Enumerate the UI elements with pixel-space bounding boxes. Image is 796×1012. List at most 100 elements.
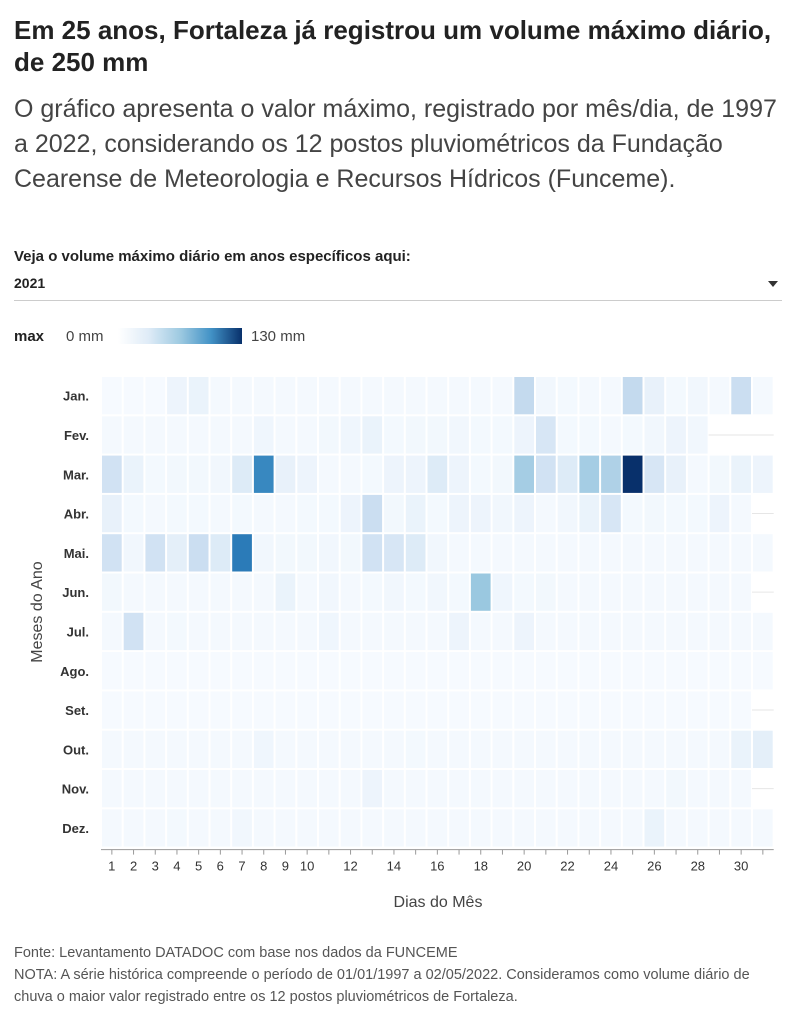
heatmap-cell[interactable] — [188, 455, 209, 493]
heatmap-cell[interactable] — [102, 494, 122, 533]
heatmap-cell[interactable] — [427, 377, 448, 415]
heatmap-cell[interactable] — [297, 534, 317, 572]
heatmap-cell[interactable] — [579, 377, 600, 415]
heatmap-cell[interactable] — [297, 573, 317, 611]
heatmap-cell[interactable] — [102, 573, 122, 611]
heatmap-cell[interactable] — [275, 691, 296, 729]
heatmap-cell[interactable] — [753, 730, 773, 768]
heatmap-cell[interactable] — [405, 455, 426, 493]
heatmap-cell[interactable] — [145, 809, 166, 847]
heatmap-cell[interactable] — [514, 691, 534, 729]
heatmap-cell[interactable] — [492, 416, 513, 454]
heatmap-cell[interactable] — [253, 691, 274, 729]
heatmap-cell[interactable] — [557, 652, 578, 690]
heatmap-cell[interactable] — [319, 416, 339, 454]
heatmap-cell[interactable] — [405, 730, 426, 768]
heatmap-cell[interactable] — [622, 809, 643, 847]
heatmap-cell[interactable] — [514, 612, 534, 651]
heatmap-cell[interactable] — [514, 770, 534, 808]
heatmap-cell[interactable] — [405, 534, 426, 572]
heatmap-cell[interactable] — [405, 573, 426, 611]
heatmap-cell[interactable] — [557, 573, 578, 611]
heatmap-cell[interactable] — [340, 573, 361, 611]
heatmap-cell[interactable] — [362, 534, 383, 572]
heatmap-cell[interactable] — [167, 612, 187, 651]
heatmap-cell[interactable] — [731, 691, 751, 729]
heatmap-cell[interactable] — [753, 377, 773, 415]
heatmap-cell[interactable] — [514, 455, 534, 493]
heatmap-cell[interactable] — [622, 534, 643, 572]
heatmap-cell[interactable] — [666, 573, 686, 611]
heatmap-cell[interactable] — [275, 770, 296, 808]
heatmap-cell[interactable] — [123, 455, 144, 493]
heatmap-cell[interactable] — [384, 612, 404, 651]
heatmap-cell[interactable] — [232, 455, 252, 493]
heatmap-cell[interactable] — [297, 494, 317, 533]
heatmap-cell[interactable] — [362, 809, 383, 847]
heatmap-cell[interactable] — [470, 455, 491, 493]
heatmap-cell[interactable] — [557, 534, 578, 572]
heatmap-cell[interactable] — [514, 730, 534, 768]
heatmap-cell[interactable] — [384, 730, 404, 768]
heatmap-cell[interactable] — [492, 612, 513, 651]
heatmap-cell[interactable] — [601, 573, 621, 611]
heatmap-cell[interactable] — [210, 691, 231, 729]
heatmap-cell[interactable] — [253, 652, 274, 690]
heatmap-cell[interactable] — [210, 612, 231, 651]
heatmap-cell[interactable] — [514, 416, 534, 454]
heatmap-cell[interactable] — [427, 770, 448, 808]
heatmap-cell[interactable] — [167, 455, 187, 493]
heatmap-cell[interactable] — [644, 455, 665, 493]
heatmap-cell[interactable] — [145, 652, 166, 690]
heatmap-cell[interactable] — [102, 377, 122, 415]
heatmap-cell[interactable] — [644, 573, 665, 611]
heatmap-cell[interactable] — [709, 455, 730, 493]
heatmap-cell[interactable] — [123, 809, 144, 847]
heatmap-cell[interactable] — [210, 534, 231, 572]
heatmap-cell[interactable] — [687, 573, 708, 611]
heatmap-cell[interactable] — [709, 377, 730, 415]
heatmap-cell[interactable] — [644, 770, 665, 808]
heatmap-cell[interactable] — [253, 809, 274, 847]
heatmap-cell[interactable] — [145, 730, 166, 768]
heatmap-cell[interactable] — [232, 377, 252, 415]
heatmap-cell[interactable] — [449, 730, 469, 768]
heatmap-cell[interactable] — [297, 416, 317, 454]
heatmap-cell[interactable] — [362, 730, 383, 768]
heatmap-cell[interactable] — [536, 494, 556, 533]
heatmap-cell[interactable] — [319, 691, 339, 729]
heatmap-cell[interactable] — [687, 809, 708, 847]
heatmap-cell[interactable] — [102, 534, 122, 572]
heatmap-cell[interactable] — [622, 573, 643, 611]
heatmap-cell[interactable] — [579, 573, 600, 611]
heatmap-cell[interactable] — [188, 494, 209, 533]
heatmap-cell[interactable] — [731, 612, 751, 651]
heatmap-cell[interactable] — [232, 534, 252, 572]
heatmap-cell[interactable] — [601, 809, 621, 847]
heatmap-cell[interactable] — [123, 770, 144, 808]
heatmap-cell[interactable] — [449, 534, 469, 572]
heatmap-cell[interactable] — [102, 455, 122, 493]
heatmap-cell[interactable] — [470, 730, 491, 768]
heatmap-cell[interactable] — [362, 377, 383, 415]
heatmap-cell[interactable] — [275, 612, 296, 651]
heatmap-cell[interactable] — [470, 573, 491, 611]
heatmap-cell[interactable] — [275, 809, 296, 847]
heatmap-cell[interactable] — [253, 730, 274, 768]
heatmap-cell[interactable] — [384, 652, 404, 690]
heatmap-cell[interactable] — [644, 416, 665, 454]
heatmap-cell[interactable] — [253, 377, 274, 415]
heatmap-cell[interactable] — [405, 377, 426, 415]
heatmap-cell[interactable] — [622, 612, 643, 651]
heatmap-cell[interactable] — [753, 612, 773, 651]
heatmap-cell[interactable] — [601, 652, 621, 690]
heatmap-cell[interactable] — [340, 691, 361, 729]
heatmap-cell[interactable] — [557, 455, 578, 493]
heatmap-cell[interactable] — [514, 652, 534, 690]
heatmap-cell[interactable] — [405, 652, 426, 690]
heatmap-cell[interactable] — [579, 534, 600, 572]
heatmap-cell[interactable] — [232, 416, 252, 454]
heatmap-cell[interactable] — [253, 573, 274, 611]
heatmap-cell[interactable] — [123, 691, 144, 729]
heatmap-cell[interactable] — [340, 809, 361, 847]
